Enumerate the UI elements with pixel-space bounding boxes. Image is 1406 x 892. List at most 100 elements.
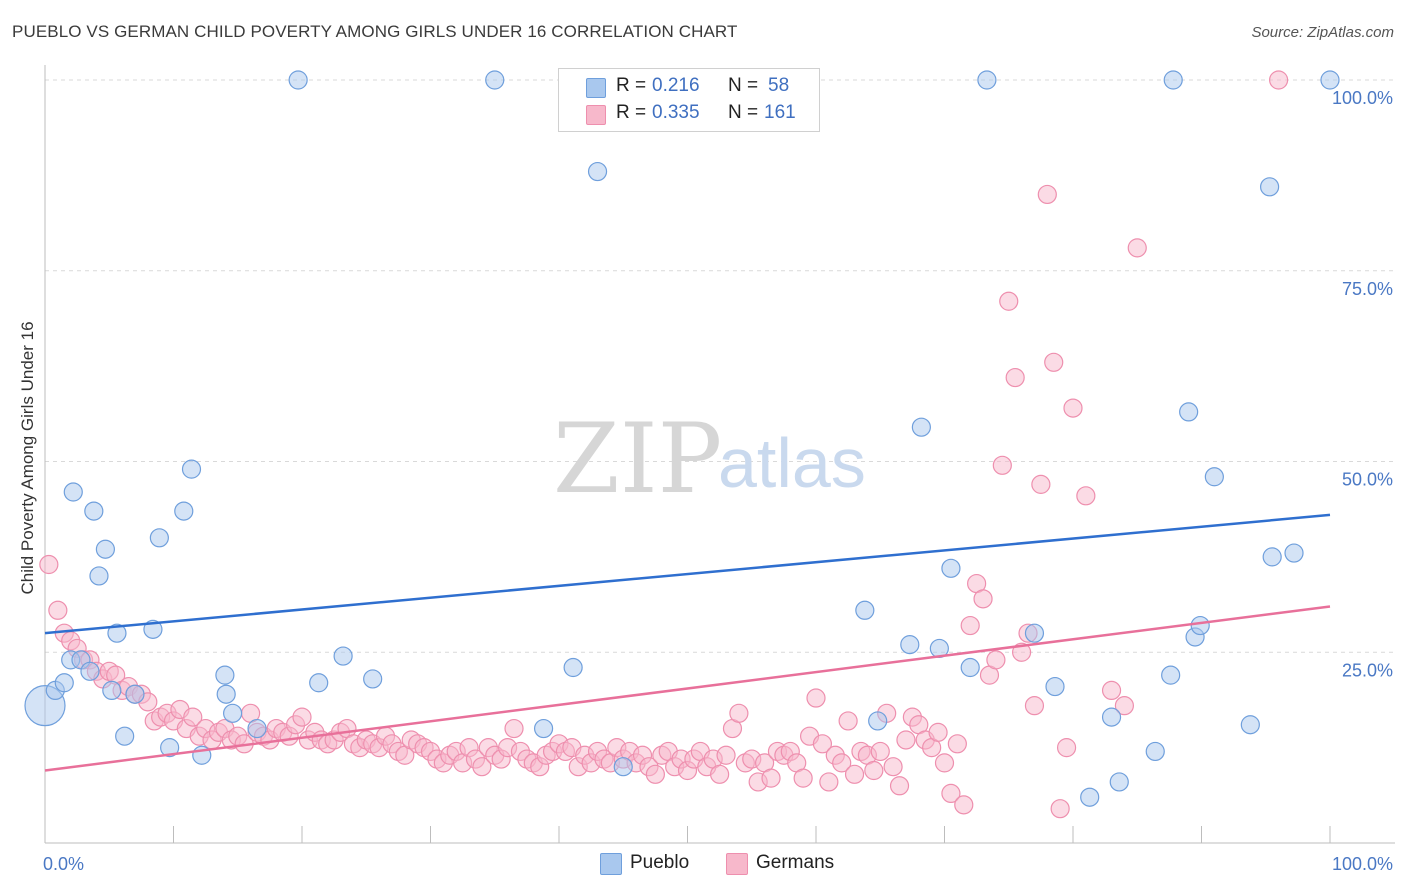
- germans-point: [844, 764, 865, 784]
- pueblo-point: [868, 711, 888, 731]
- pueblo-point: [1320, 70, 1340, 90]
- germans-point: [947, 734, 967, 754]
- germans-point: [883, 757, 903, 777]
- pueblo-point: [900, 635, 920, 655]
- y-tick-labels: 25.0% 50.0% 75.0% 100.0%: [1332, 88, 1393, 680]
- pueblo-point: [149, 528, 169, 548]
- pueblo-point: [80, 661, 100, 681]
- series-germans-points: [39, 70, 1289, 819]
- pueblo-point: [247, 718, 267, 739]
- pueblo-point: [1145, 741, 1165, 762]
- x-tick-labels: 0.0% 100.0%: [43, 854, 1393, 874]
- legend-swatch-pueblo: [600, 853, 622, 875]
- y-tick-label: 50.0%: [1342, 470, 1393, 490]
- watermark: ZIP atlas: [553, 403, 866, 515]
- trend-lines: [44, 513, 1331, 772]
- source-credit: Source: ZipAtlas.com: [1251, 24, 1394, 41]
- germans-point: [48, 600, 68, 620]
- x-tick-label: 0.0%: [43, 854, 84, 874]
- pueblo-point: [333, 646, 353, 666]
- pueblo-point: [1260, 177, 1280, 197]
- germans-point: [1101, 680, 1122, 701]
- germans-point: [645, 764, 665, 784]
- series-pueblo-points: [24, 70, 1340, 807]
- germans-point: [864, 760, 884, 781]
- germans-point: [292, 707, 312, 727]
- pueblo-point: [181, 459, 202, 479]
- pueblo-point: [533, 718, 554, 739]
- pueblo-point: [1080, 787, 1100, 807]
- pueblo-point: [89, 566, 109, 586]
- germans-point: [504, 718, 524, 739]
- germans-point: [1056, 738, 1077, 758]
- correlation-legend: R = 0.216 N = 58 R = 0.335 N = 161: [558, 68, 820, 132]
- pueblo-point: [1204, 467, 1224, 487]
- pueblo-point: [1284, 543, 1304, 563]
- watermark-atlas: atlas: [718, 424, 866, 502]
- germans-point: [954, 795, 974, 815]
- pueblo-point: [855, 600, 875, 620]
- germans-point: [1268, 70, 1289, 90]
- germans-point: [941, 783, 961, 804]
- legend-r-label: R =: [616, 75, 647, 96]
- pueblo-point: [1262, 547, 1282, 567]
- germans-point: [1063, 398, 1083, 418]
- germans-point: [761, 768, 781, 788]
- germans-point: [1050, 799, 1070, 819]
- pueblo-point: [63, 482, 83, 502]
- pueblo-trend-line: [44, 513, 1331, 635]
- pueblo-point: [107, 623, 127, 643]
- germans-trend-line: [44, 605, 1331, 772]
- y-tick-label: 100.0%: [1332, 88, 1393, 108]
- pueblo-point: [485, 70, 505, 90]
- legend-r-value: 0.335: [652, 102, 700, 123]
- pueblo-point: [102, 680, 122, 701]
- germans-point: [183, 707, 203, 727]
- germans-point: [928, 722, 948, 742]
- pueblo-point: [363, 669, 383, 689]
- pueblo-point: [1179, 402, 1199, 422]
- pueblo-point: [174, 501, 194, 521]
- y-tick-label: 75.0%: [1342, 279, 1393, 299]
- pueblo-point: [587, 161, 608, 182]
- germans-point: [992, 455, 1012, 475]
- legend-swatch-pueblo: [586, 78, 606, 98]
- grid-lines: [45, 79, 1395, 653]
- pueblo-point: [84, 501, 104, 521]
- pueblo-point: [1024, 623, 1045, 643]
- germans-point: [39, 554, 59, 575]
- x-tick-label: 100.0%: [1332, 854, 1393, 874]
- legend-n-value: 161: [764, 102, 796, 123]
- pueblo-point: [216, 684, 236, 704]
- pueblo-point: [160, 738, 180, 758]
- germans-point: [1005, 367, 1025, 388]
- germans-point: [472, 757, 492, 777]
- germans-point: [973, 589, 993, 609]
- legend-n-value: 58: [768, 75, 790, 96]
- pueblo-point: [288, 70, 308, 90]
- pueblo-point: [960, 657, 980, 678]
- germans-point: [838, 711, 858, 731]
- germans-point: [716, 745, 736, 765]
- pueblo-point: [911, 417, 931, 437]
- germans-point: [812, 734, 833, 754]
- germans-point: [1044, 352, 1064, 372]
- pueblo-point: [125, 684, 145, 704]
- germans-point: [806, 688, 826, 708]
- legend-swatch-germans: [586, 105, 606, 125]
- germans-point: [870, 741, 890, 762]
- germans-point: [710, 764, 730, 784]
- pueblo-point: [309, 673, 329, 693]
- pueblo-point: [1101, 707, 1122, 727]
- germans-point: [896, 730, 916, 750]
- legend-n-label: N =: [728, 102, 759, 123]
- germans-point: [793, 768, 813, 788]
- legend-r-label: R =: [616, 102, 647, 123]
- pueblo-point: [1109, 772, 1129, 792]
- pueblo-point: [563, 657, 583, 678]
- legend-n-label: N =: [728, 75, 759, 96]
- germans-point: [1114, 696, 1135, 716]
- germans-point: [889, 776, 910, 796]
- y-axis-label: Child Poverty Among Girls Under 16: [18, 321, 37, 594]
